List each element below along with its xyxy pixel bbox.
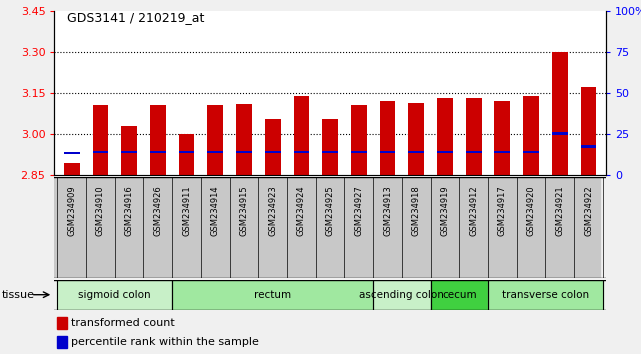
Bar	[379, 101, 395, 175]
Bar	[552, 52, 568, 175]
Bar	[581, 87, 596, 175]
Bar	[64, 152, 79, 154]
Text: ascending colon: ascending colon	[360, 290, 444, 300]
Bar	[265, 151, 281, 153]
Bar	[408, 151, 424, 153]
Text: GSM234914: GSM234914	[211, 185, 220, 236]
Text: GSM234917: GSM234917	[498, 185, 507, 236]
Bar	[294, 151, 310, 153]
Text: tissue: tissue	[1, 290, 34, 300]
Bar	[437, 151, 453, 153]
Text: GSM234919: GSM234919	[440, 185, 449, 236]
Text: percentile rank within the sample: percentile rank within the sample	[71, 337, 259, 347]
Bar	[322, 119, 338, 175]
Bar	[150, 151, 166, 153]
Bar	[150, 105, 166, 175]
Bar	[322, 151, 338, 153]
Bar	[523, 96, 539, 175]
Bar	[92, 105, 108, 175]
Bar	[57, 280, 172, 310]
Bar	[236, 104, 252, 175]
Text: GSM234911: GSM234911	[182, 185, 191, 236]
Text: GSM234921: GSM234921	[555, 185, 564, 236]
Text: GDS3141 / 210219_at: GDS3141 / 210219_at	[67, 11, 204, 24]
Text: GSM234923: GSM234923	[268, 185, 277, 236]
Bar	[236, 151, 252, 153]
Text: GSM234912: GSM234912	[469, 185, 478, 236]
Bar	[494, 151, 510, 153]
Bar	[351, 151, 367, 153]
Text: GSM234916: GSM234916	[124, 185, 133, 236]
Text: GSM234927: GSM234927	[354, 185, 363, 236]
Bar	[208, 151, 223, 153]
Bar	[466, 151, 481, 153]
Bar	[57, 336, 67, 348]
Text: sigmoid colon: sigmoid colon	[78, 290, 151, 300]
Bar	[379, 151, 395, 153]
Text: GSM234918: GSM234918	[412, 185, 420, 236]
Bar	[437, 98, 453, 175]
Bar	[351, 105, 367, 175]
Text: cecum: cecum	[442, 290, 477, 300]
Bar	[121, 150, 137, 153]
Text: GSM234926: GSM234926	[153, 185, 162, 236]
Text: transverse colon: transverse colon	[502, 290, 589, 300]
Bar	[408, 103, 424, 175]
Bar	[373, 280, 431, 310]
Bar	[64, 163, 79, 175]
Bar	[581, 145, 596, 148]
Bar	[208, 105, 223, 175]
Bar	[488, 280, 603, 310]
Bar	[523, 151, 539, 153]
Text: GSM234922: GSM234922	[584, 185, 593, 236]
Bar	[466, 98, 481, 175]
Bar	[294, 96, 310, 175]
Bar	[121, 126, 137, 175]
Text: GSM234915: GSM234915	[240, 185, 249, 236]
Text: GSM234909: GSM234909	[67, 185, 76, 236]
Bar	[179, 134, 194, 175]
Bar	[92, 151, 108, 153]
Text: GSM234925: GSM234925	[326, 185, 335, 236]
Text: GSM234920: GSM234920	[527, 185, 536, 236]
Text: GSM234910: GSM234910	[96, 185, 105, 236]
Text: GSM234924: GSM234924	[297, 185, 306, 236]
Bar	[179, 150, 194, 153]
Bar	[494, 101, 510, 175]
Bar	[57, 316, 67, 329]
Text: GSM234913: GSM234913	[383, 185, 392, 236]
Bar	[431, 280, 488, 310]
Bar	[265, 119, 281, 175]
Text: rectum: rectum	[254, 290, 291, 300]
Bar	[172, 280, 373, 310]
Bar	[552, 132, 568, 135]
Text: transformed count: transformed count	[71, 318, 175, 327]
